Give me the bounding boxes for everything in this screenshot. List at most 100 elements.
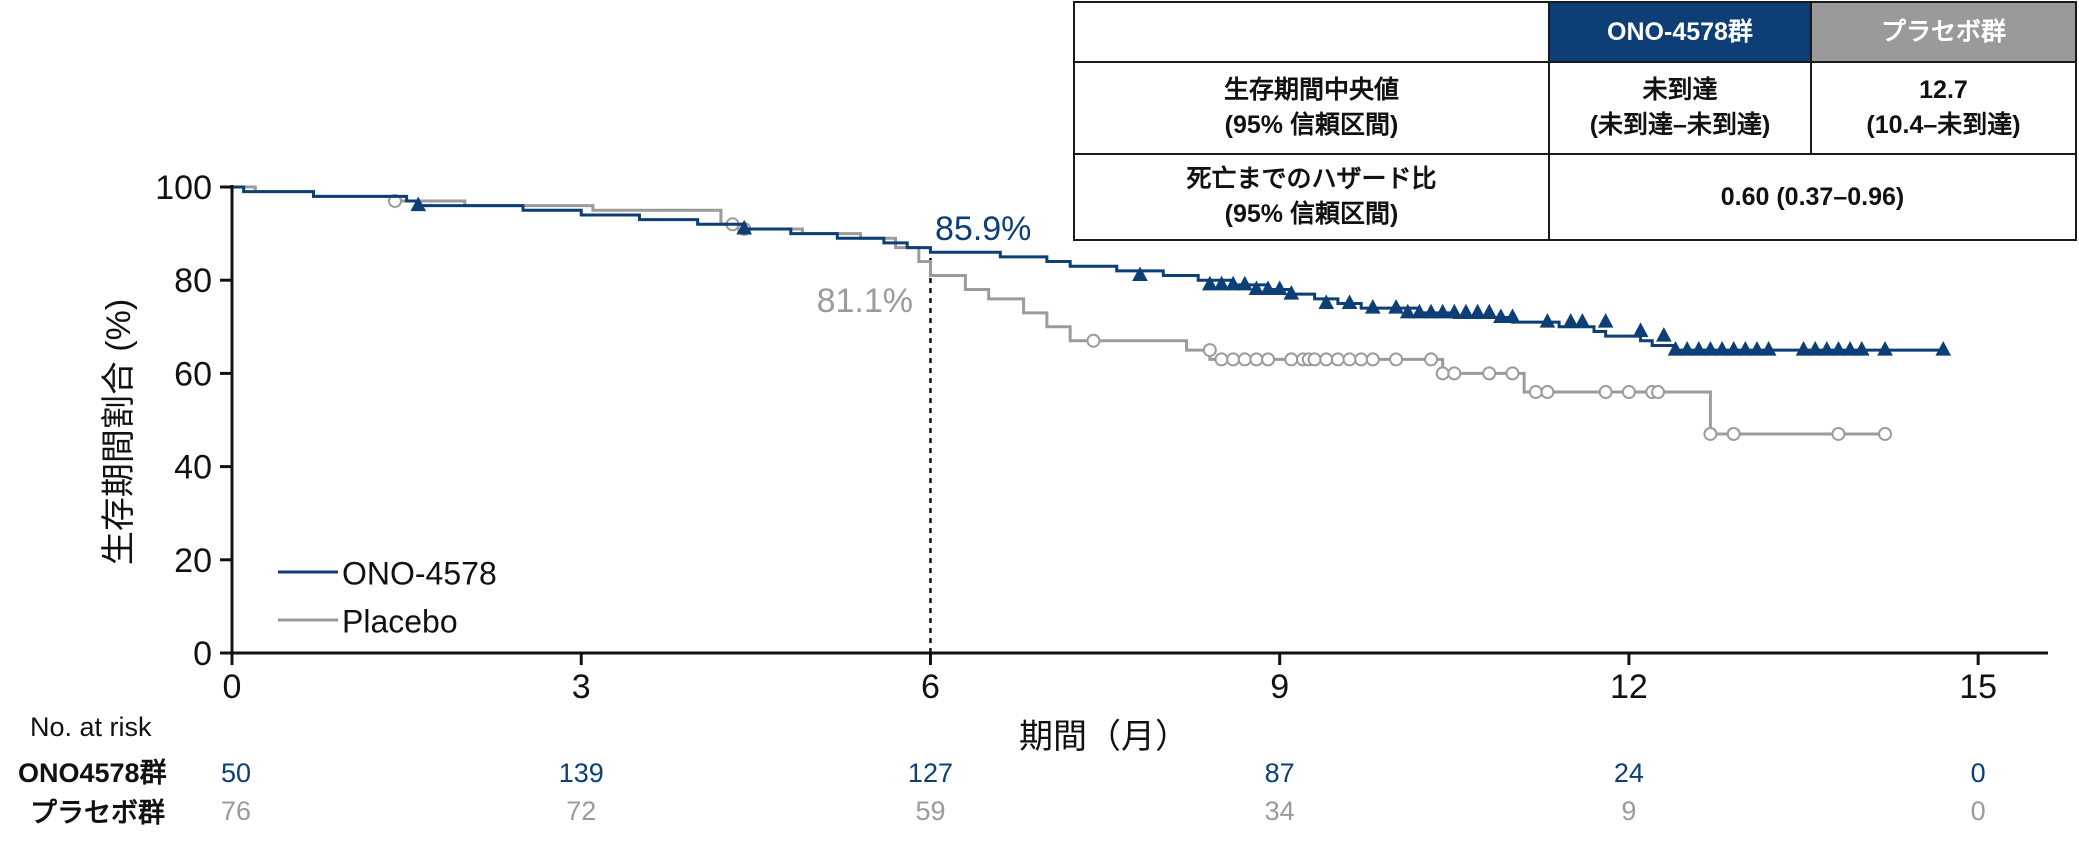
stats-row-hazard-label: 死亡までのハザード比 (95% 信頼区間) — [1073, 153, 1550, 241]
median-placebo-line1: 12.7 — [1919, 76, 1968, 104]
censor-mark-ono-4578 — [736, 219, 753, 235]
censor-mark-ono-4578 — [1632, 322, 1649, 337]
censor-mark-placebo — [1482, 366, 1497, 381]
risk-value-ono: 24 — [1614, 758, 1644, 788]
median-placebo-line2: (10.4–未到達) — [1866, 111, 2021, 139]
stats-row-median-label: 生存期間中央値 (95% 信頼区間) — [1073, 61, 1550, 155]
censor-mark-ono-4578 — [1399, 303, 1416, 319]
risk-row-label-ono: ONO4578群 — [18, 758, 167, 788]
censor-mark-placebo — [1621, 385, 1636, 400]
censor-mark-ono-4578 — [1283, 285, 1300, 300]
risk-values: 50 139 127 87 24 0 76 72 59 34 9 0 — [221, 758, 1986, 826]
x-tick-label: 15 — [1959, 668, 1997, 706]
censor-mark-placebo — [1726, 426, 1741, 441]
y-tick-label: 60 — [174, 355, 212, 393]
hazard-label-line2: (95% 信頼区間) — [1224, 200, 1399, 228]
legend: ONO-4578 Placebo — [278, 555, 497, 639]
censor-mark-placebo — [1447, 366, 1462, 381]
censor-mark-placebo — [1831, 426, 1846, 441]
censor-mark-placebo — [1435, 366, 1450, 381]
stats-median-placebo: 12.7 (10.4–未到達) — [1810, 61, 2077, 155]
median-ono-line2: (未到達–未到達) — [1589, 111, 1771, 139]
censor-mark-placebo — [1284, 352, 1299, 367]
censor-mark-placebo — [1330, 352, 1345, 367]
y-tick-label: 0 — [193, 635, 212, 673]
risk-value-ono: 87 — [1265, 758, 1295, 788]
censor-mark-ono-4578 — [1656, 327, 1672, 342]
censor-mark-ono-4578 — [1225, 275, 1241, 291]
risk-value-placebo: 0 — [1971, 796, 1986, 826]
censor-mark-placebo — [1202, 343, 1217, 358]
censor-mark-placebo — [1703, 426, 1718, 441]
risk-row-label-placebo: プラセボ群 — [30, 798, 165, 828]
censor-mark-ono-4578 — [1504, 308, 1521, 323]
x-tick-label: 3 — [572, 668, 591, 706]
chart-marks — [232, 185, 1952, 653]
x-tick-label: 6 — [921, 668, 940, 706]
censor-mark-placebo — [1237, 352, 1252, 367]
stats-hazard-value: 0.60 (0.37–0.96) — [1548, 153, 2077, 241]
risk-value-placebo: 34 — [1265, 796, 1295, 826]
censor-mark-ono-4578 — [1714, 341, 1730, 356]
censor-mark-ono-4578 — [1364, 299, 1381, 314]
censor-mark-ono-4578 — [1434, 303, 1451, 319]
median-label-line2: (95% 信頼区間) — [1224, 111, 1399, 139]
censor-mark-ono-4578 — [1469, 303, 1486, 319]
censor-mark-ono-4578 — [1446, 303, 1463, 319]
y-tick-label: 80 — [174, 262, 212, 300]
risk-value-placebo: 9 — [1621, 796, 1636, 826]
risk-value-ono: 0 — [1971, 758, 1986, 788]
x-tick-label: 0 — [223, 668, 242, 706]
y-tick-label: 100 — [155, 169, 212, 207]
censor-mark-ono-4578 — [1132, 266, 1148, 282]
censor-mark-placebo — [1307, 352, 1322, 367]
censor-mark-ono-4578 — [1760, 341, 1777, 356]
stats-median-ono: 未到達 (未到達–未到達) — [1548, 61, 1812, 155]
censor-mark-placebo — [1389, 352, 1404, 367]
censor-mark-ono-4578 — [1539, 313, 1556, 328]
median-label-line1: 生存期間中央値 — [1223, 76, 1399, 104]
censor-mark-ono-4578 — [1493, 308, 1509, 323]
y-tick-label: 40 — [174, 449, 212, 487]
censor-mark-ono-4578 — [1749, 341, 1765, 356]
censor-mark-placebo — [1424, 352, 1439, 367]
censor-mark-ono-4578 — [1679, 341, 1695, 356]
stats-header-ono: ONO-4578群 — [1548, 1, 1812, 63]
censor-mark-ono-4578 — [1574, 313, 1591, 328]
median-ono-line1: 未到達 — [1642, 76, 1718, 104]
censor-mark-placebo — [1342, 352, 1357, 367]
legend-label-placebo: Placebo — [342, 603, 458, 639]
censor-mark-ono-4578 — [1853, 341, 1870, 356]
censor-mark-placebo — [1086, 333, 1101, 348]
censor-mark-ono-4578 — [1597, 313, 1614, 328]
censor-mark-ono-4578 — [1341, 294, 1358, 309]
censor-mark-ono-4578 — [1842, 341, 1858, 356]
censor-mark-ono-4578 — [1481, 303, 1498, 319]
y-axis-label: 生存期間割合 (%) — [100, 299, 138, 565]
x-tick-label: 9 — [1270, 668, 1289, 706]
censor-mark-ono-4578 — [1702, 341, 1719, 356]
censor-mark-placebo — [1651, 385, 1666, 400]
censor-mark-placebo — [1214, 352, 1229, 367]
censor-mark-ono-4578 — [1690, 341, 1707, 356]
censor-mark-placebo — [1365, 352, 1380, 367]
annotation-placebo-81-1: 81.1% — [817, 282, 913, 320]
censor-mark-placebo — [1226, 352, 1241, 367]
censor-mark-placebo — [1261, 352, 1276, 367]
censor-mark-ono-4578 — [1877, 341, 1893, 356]
censor-mark-ono-4578 — [1935, 341, 1952, 356]
censor-mark-ono-4578 — [1411, 303, 1428, 319]
risk-table: No. at risk ONO4578群 プラセボ群 50 139 127 87 24 0… — [18, 712, 1986, 828]
axes: 0 3 6 9 12 15 0 20 40 60 80 100 — [155, 169, 2048, 706]
risk-table-title: No. at risk — [30, 712, 152, 742]
censor-mark-ono-4578 — [1830, 341, 1847, 356]
censor-mark-ono-4578 — [1271, 280, 1288, 296]
censor-mark-placebo — [1319, 352, 1334, 367]
censor-mark-placebo — [1528, 385, 1543, 400]
risk-value-ono: 139 — [559, 758, 604, 788]
censor-mark-ono-4578 — [1562, 313, 1579, 328]
censor-mark-ono-4578 — [1818, 341, 1835, 356]
stats-header-placebo: プラセボ群 — [1810, 1, 2077, 63]
y-tick-label: 20 — [174, 542, 212, 580]
